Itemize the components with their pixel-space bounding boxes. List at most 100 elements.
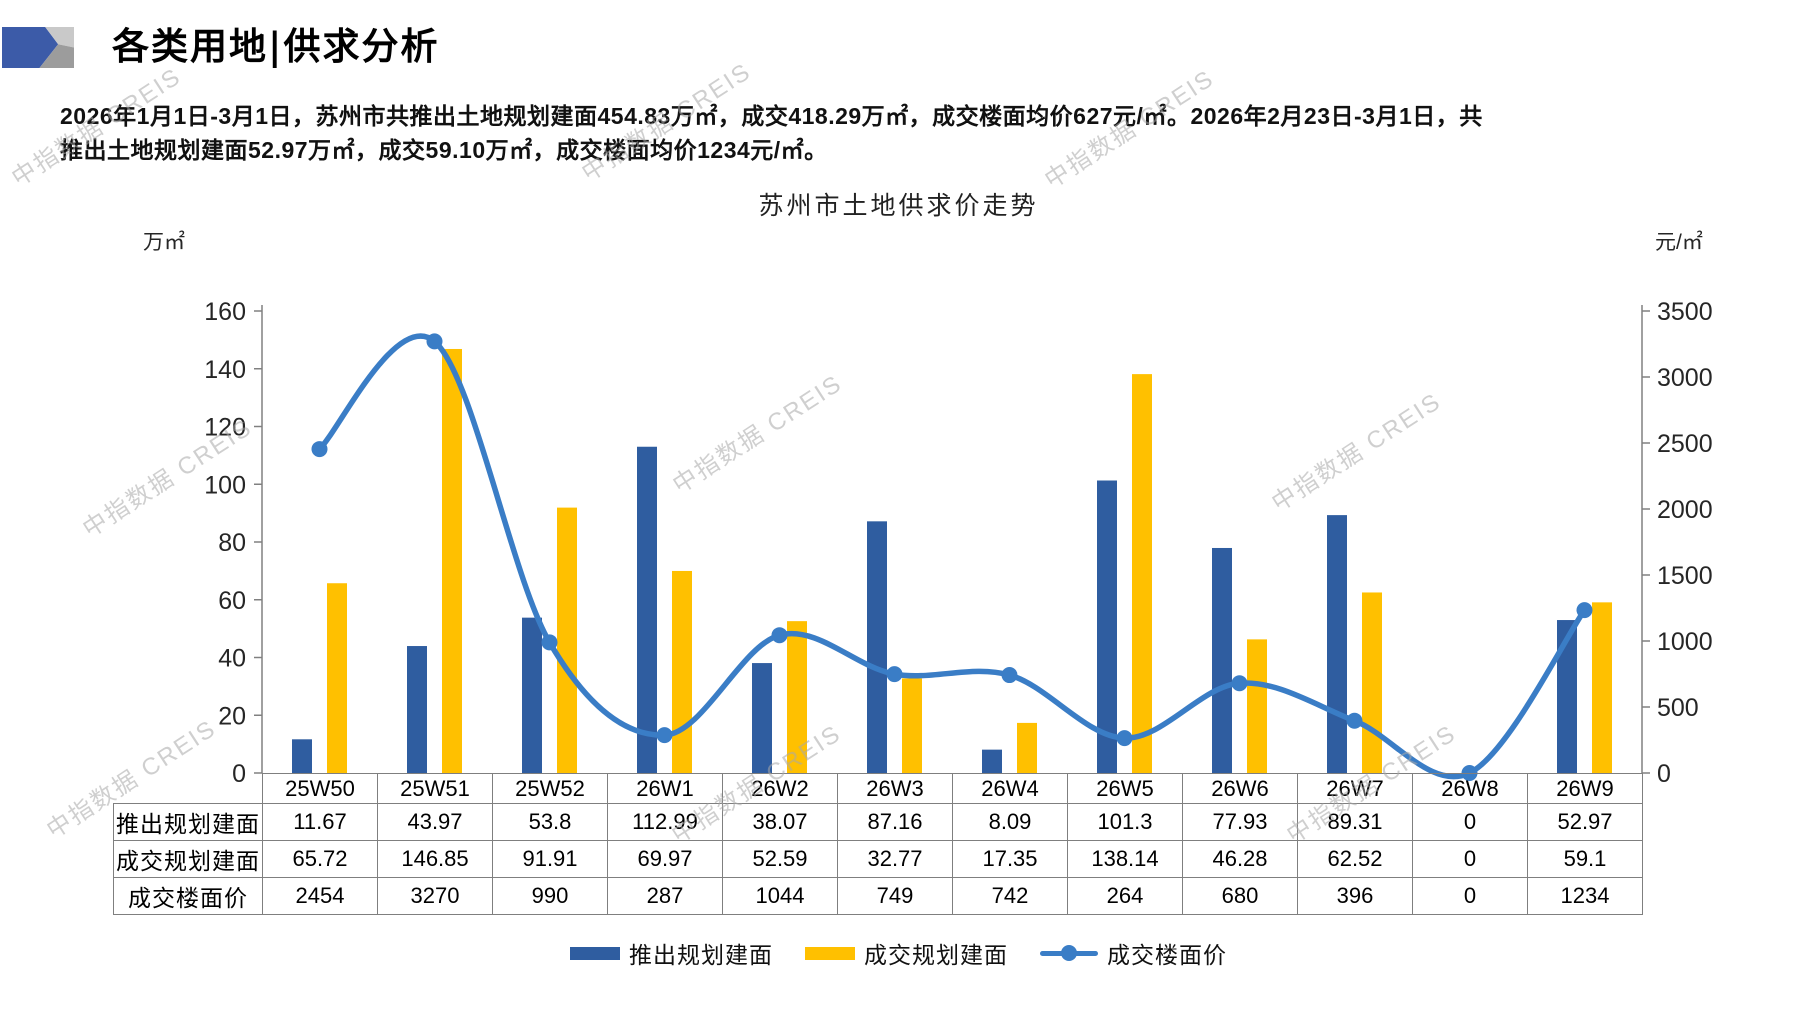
bar-推出规划建面-26W4: [982, 749, 1002, 773]
cell-成交规划建面-26W5: 138.14: [1067, 840, 1183, 878]
cell-成交规划建面-26W2: 52.59: [722, 840, 838, 878]
cell-成交规划建面-26W7: 62.52: [1297, 840, 1413, 878]
cell-成交楼面价-26W4: 742: [952, 877, 1068, 915]
cell-推出规划建面-26W5: 101.3: [1067, 803, 1183, 841]
week-header-26W9: 26W9: [1527, 773, 1643, 804]
cell-成交规划建面-26W4: 17.35: [952, 840, 1068, 878]
cell-推出规划建面-25W50: 11.67: [262, 803, 378, 841]
cell-成交楼面价-26W9: 1234: [1527, 877, 1643, 915]
price-line-swatch-icon: [1040, 945, 1098, 961]
cell-成交规划建面-25W51: 146.85: [377, 840, 493, 878]
price-line-marker-25W52: [541, 634, 558, 651]
cell-推出规划建面-25W52: 53.8: [492, 803, 608, 841]
price-line-marker-26W1: [656, 727, 673, 744]
bar-推出规划建面-25W52: [522, 617, 542, 773]
price-line-marker-25W51: [426, 333, 443, 350]
chart-title: 苏州市土地供求价走势: [758, 191, 1039, 220]
cell-推出规划建面-26W1: 112.99: [607, 803, 723, 841]
bar-成交规划建面-26W1: [672, 570, 692, 773]
bar-成交规划建面-25W50: [327, 583, 347, 773]
cell-成交楼面价-26W8: 0: [1412, 877, 1528, 915]
bar-推出规划建面-25W50: [292, 739, 312, 773]
sold-bar-swatch-icon: [805, 946, 855, 960]
week-header-26W3: 26W3: [837, 773, 953, 804]
cell-成交楼面价-26W1: 287: [607, 877, 723, 915]
bar-成交规划建面-26W3: [902, 678, 922, 773]
row-label-推出规划建面: 推出规划建面: [113, 803, 263, 841]
table-row-成交规划建面: 成交规划建面 65.72 146.85 91.91 69.97 52.59 32.77 17.…: [113, 840, 1643, 878]
summary-paragraph: 2026年1月1日-3月1日，苏州市共推出土地规划建面454.83万㎡，成交41…: [60, 99, 1752, 167]
cell-推出规划建面-26W4: 8.09: [952, 803, 1068, 841]
bar-推出规划建面-26W9: [1557, 620, 1577, 773]
bar-成交规划建面-25W51: [442, 348, 462, 773]
legend-item-sold-bar: 成交规划建面: [805, 936, 1008, 970]
right-axis-tick-label: 2000: [1657, 496, 1713, 524]
cell-推出规划建面-26W3: 87.16: [837, 803, 953, 841]
week-header-26W1: 26W1: [607, 773, 723, 804]
left-axis-tick-label: 140: [204, 356, 246, 384]
chart-legend: 推出规划建面 成交规划建面 成交楼面价: [0, 936, 1797, 970]
price-line-marker-26W9: [1576, 602, 1593, 619]
cell-成交规划建面-26W1: 69.97: [607, 840, 723, 878]
cell-成交楼面价-26W3: 749: [837, 877, 953, 915]
bar-成交规划建面-26W5: [1132, 374, 1152, 773]
week-header-26W4: 26W4: [952, 773, 1068, 804]
week-header-26W5: 26W5: [1067, 773, 1183, 804]
brand-logo: [2, 27, 74, 68]
bar-推出规划建面-26W3: [867, 521, 887, 773]
left-axis-tick-label: 40: [218, 645, 246, 673]
legend-item-supply-bar: 推出规划建面: [570, 936, 773, 970]
table-header-row: 25W50 25W51 25W52 26W1 26W2 26W3 26W4 26W5 26W6 2…: [114, 773, 1643, 804]
cell-成交楼面价-26W7: 396: [1297, 877, 1413, 915]
price-line-marker-26W5: [1116, 730, 1133, 747]
cell-成交规划建面-26W6: 46.28: [1182, 840, 1298, 878]
cell-成交规划建面-25W52: 91.91: [492, 840, 608, 878]
bar-成交规划建面-26W2: [787, 621, 807, 773]
bar-推出规划建面-26W2: [752, 663, 772, 773]
right-axis-tick-label: 1000: [1657, 628, 1713, 656]
right-axis-tick-label: 0: [1657, 760, 1671, 788]
left-axis-tick-label: 80: [218, 529, 246, 557]
cell-推出规划建面-26W2: 38.07: [722, 803, 838, 841]
price-line-marker-25W50: [311, 441, 328, 458]
cell-成交楼面价-25W50: 2454: [262, 877, 378, 915]
bar-成交规划建面-25W52: [557, 507, 577, 773]
cell-成交规划建面-25W50: 65.72: [262, 840, 378, 878]
week-header-26W7: 26W7: [1297, 773, 1413, 804]
week-header-26W2: 26W2: [722, 773, 838, 804]
cell-推出规划建面-26W6: 77.93: [1182, 803, 1298, 841]
chart-data-table: 25W50 25W51 25W52 26W1 26W2 26W3 26W4 26W5 26W6 2…: [113, 773, 1643, 915]
price-line-marker-26W4: [1001, 667, 1018, 684]
page-title: 各类用地|供求分析: [112, 24, 440, 68]
cell-推出规划建面-25W51: 43.97: [377, 803, 493, 841]
right-axis-tick-label: 3500: [1657, 298, 1713, 326]
row-label-成交规划建面: 成交规划建面: [113, 840, 263, 878]
week-header-25W51: 25W51: [377, 773, 493, 804]
price-line-marker-26W3: [886, 666, 903, 683]
watermark-3: 中指数据 CREIS: [78, 413, 258, 544]
watermark-4: 中指数据 CREIS: [668, 369, 848, 500]
week-header-26W6: 26W6: [1182, 773, 1298, 804]
bar-成交规划建面-26W4: [1017, 722, 1037, 773]
cell-成交楼面价-25W51: 3270: [377, 877, 493, 915]
left-axis-tick-label: 120: [204, 414, 246, 442]
bar-推出规划建面-26W7: [1327, 515, 1347, 773]
left-axis-unit: 万㎡: [143, 231, 185, 254]
right-axis-tick-label: 1500: [1657, 562, 1713, 590]
table-row-推出规划建面: 推出规划建面 11.67 43.97 53.8 112.99 38.07 87.16 8.09…: [113, 803, 1643, 841]
cell-推出规划建面-26W7: 89.31: [1297, 803, 1413, 841]
cell-成交规划建面-26W8: 0: [1412, 840, 1528, 878]
price-line: [316, 333, 1588, 780]
right-axis-tick-label: 3000: [1657, 364, 1713, 392]
bar-推出规划建面-26W1: [637, 446, 657, 773]
bar-推出规划建面-25W51: [407, 646, 427, 773]
summary-line-2: 推出土地规划建面52.97万㎡，成交59.10万㎡，成交楼面均价1234元/㎡。: [60, 137, 828, 163]
cell-推出规划建面-26W9: 52.97: [1527, 803, 1643, 841]
bar-成交规划建面-26W9: [1592, 602, 1612, 773]
cell-推出规划建面-26W8: 0: [1412, 803, 1528, 841]
row-label-成交楼面价: 成交楼面价: [113, 877, 263, 915]
left-axis-tick-label: 100: [204, 471, 246, 499]
left-axis-tick-label: 20: [218, 702, 246, 730]
table-corner-cell: [114, 774, 263, 804]
cell-成交楼面价-26W6: 680: [1182, 877, 1298, 915]
